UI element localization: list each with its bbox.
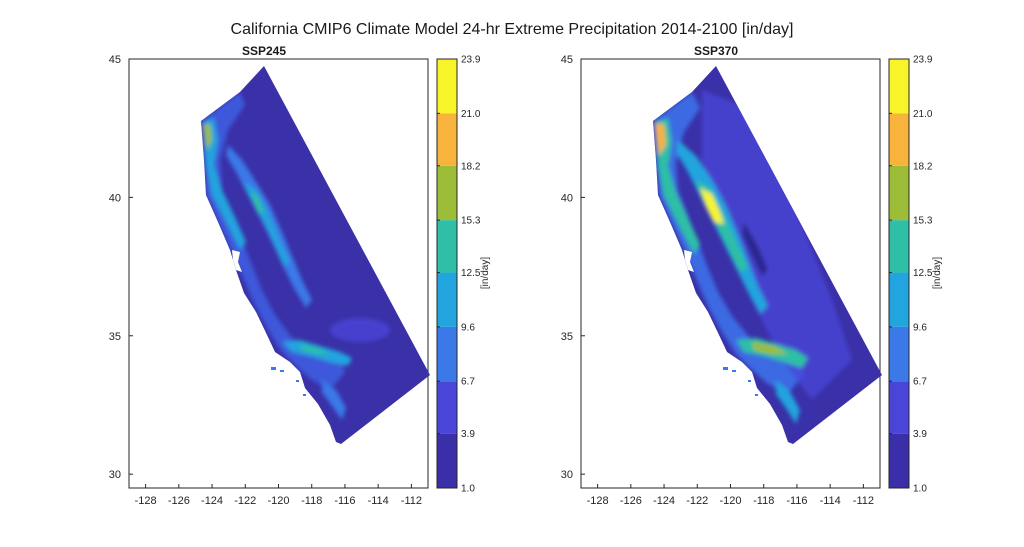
y-axis: 30 35 40 45 bbox=[109, 54, 133, 481]
colorbar-tick-label: 1.0 bbox=[461, 484, 475, 495]
colorbar-segment bbox=[437, 59, 457, 114]
y-tick-label: 30 bbox=[561, 469, 573, 481]
colorbar-segment bbox=[889, 433, 909, 488]
colorbar-segment bbox=[889, 272, 909, 327]
x-tick-label: -122 bbox=[234, 495, 256, 507]
colorbar-segment bbox=[889, 326, 909, 382]
transverse-peak bbox=[300, 344, 330, 354]
colorbar-tick-label: 15.3 bbox=[461, 216, 481, 227]
colorbar-segment bbox=[437, 113, 457, 166]
inland-blue bbox=[702, 90, 852, 400]
x-tick-label: -118 bbox=[301, 495, 322, 507]
colorbar-tick-label: 3.9 bbox=[913, 429, 927, 440]
x-tick-label: -128 bbox=[135, 495, 157, 507]
colorbar-tick-label: 6.7 bbox=[913, 377, 927, 388]
y-tick-label: 35 bbox=[109, 331, 121, 343]
figure-title: California CMIP6 Climate Model 24-hr Ext… bbox=[231, 21, 794, 38]
panel-ssp245: SSP245 -128 -126 -124 -122 -120 -118 -116 -114-… bbox=[109, 44, 491, 507]
colorbar-tick-label: 21.0 bbox=[461, 109, 481, 120]
colorbar-tick-label: 12.5 bbox=[913, 268, 933, 279]
colorbar-segment bbox=[437, 272, 457, 327]
x-tick-label: -118 bbox=[753, 495, 774, 507]
north-coast-peak bbox=[203, 124, 212, 150]
colorbar-tick-label: 18.2 bbox=[461, 161, 481, 172]
panel-ssp370: SSP370 -128 -126 -124 -122 -120 -118 -116 -114-… bbox=[561, 44, 943, 507]
colorbar-tick-label: 12.5 bbox=[461, 268, 481, 279]
colorbar-tick-label: 1.0 bbox=[913, 484, 927, 495]
x-tick-label: -116 bbox=[334, 495, 355, 507]
inland-variation bbox=[330, 318, 390, 342]
colorbar-segment bbox=[437, 165, 457, 221]
colorbar-tick-label: 9.6 bbox=[461, 322, 475, 333]
y-tick-label: 30 bbox=[109, 469, 121, 481]
panel-title: SSP370 bbox=[694, 44, 738, 58]
peninsular-ranges bbox=[322, 380, 346, 420]
x-tick-label: -114 bbox=[820, 495, 841, 507]
y-tick-label: 35 bbox=[561, 331, 573, 343]
y-tick-label: 40 bbox=[109, 192, 121, 204]
bay-inlet bbox=[232, 250, 242, 272]
x-tick-label: -112 bbox=[401, 495, 422, 507]
colorbar: 1.0 3.9 6.7 9.6 12.5 15.3 18.2 21.0 23.9 [in/day… bbox=[436, 55, 491, 495]
colorbar-tick-label: 23.9 bbox=[461, 55, 481, 66]
sierra-peak bbox=[700, 188, 724, 224]
y-tick-label: 40 bbox=[561, 192, 573, 204]
colorbar-segment bbox=[889, 113, 909, 166]
colorbar-segment bbox=[437, 433, 457, 488]
north-coast-peak bbox=[655, 124, 666, 156]
x-tick-label: -126 bbox=[168, 495, 190, 507]
channel-islands bbox=[723, 367, 758, 396]
x-tick-label: -124 bbox=[201, 495, 223, 507]
y-axis: 30 35 40 45 bbox=[561, 54, 585, 481]
colorbar-tick-label: 3.9 bbox=[461, 429, 475, 440]
colorbar-tick-label: 18.2 bbox=[913, 161, 933, 172]
x-tick-label: -112 bbox=[853, 495, 874, 507]
bay-inlet bbox=[684, 250, 694, 272]
colorbar-label: [in/day] bbox=[480, 257, 491, 289]
colorbar-tick-label: 9.6 bbox=[913, 322, 927, 333]
colorbar-frame bbox=[436, 58, 458, 489]
colorbar: 1.0 3.9 6.7 9.6 12.5 15.3 18.2 21.0 23.9 [in/day… bbox=[888, 55, 943, 495]
x-axis: -128 -126 -124 -122 -120 -118 -116 -114 -112 bbox=[135, 484, 422, 507]
colorbar-segment bbox=[437, 381, 457, 434]
x-tick-label: -120 bbox=[267, 495, 289, 507]
colorbar-label: [in/day] bbox=[932, 257, 943, 289]
colorbar-tick-label: 23.9 bbox=[913, 55, 933, 66]
heatmap-field bbox=[653, 66, 882, 444]
x-tick-label: -122 bbox=[686, 495, 708, 507]
colorbar-segment bbox=[437, 220, 457, 273]
channel-islands bbox=[271, 367, 306, 396]
colorbar-segment bbox=[889, 59, 909, 114]
owens-valley-dark bbox=[742, 222, 768, 276]
colorbar-frame bbox=[888, 58, 910, 489]
colorbar-tick-label: 6.7 bbox=[461, 377, 475, 388]
x-tick-label: -126 bbox=[620, 495, 642, 507]
peninsular-ranges bbox=[776, 380, 800, 424]
y-tick-label: 45 bbox=[561, 54, 573, 66]
colorbar-segment bbox=[889, 381, 909, 434]
north-coast-ranges bbox=[203, 118, 246, 250]
x-axis: -128 -126 -124 -122 -120 -118 -116 -114 -112 bbox=[587, 484, 874, 507]
y-tick-label: 45 bbox=[109, 54, 121, 66]
x-tick-label: -116 bbox=[786, 495, 807, 507]
colorbar-tick-label: 15.3 bbox=[913, 216, 933, 227]
panel-title: SSP245 bbox=[242, 44, 286, 58]
colorbar-segment bbox=[437, 326, 457, 382]
sierra-peak bbox=[250, 192, 264, 214]
x-tick-label: -128 bbox=[587, 495, 609, 507]
x-tick-label: -120 bbox=[719, 495, 741, 507]
colorbar-segment bbox=[889, 165, 909, 221]
transverse-peak bbox=[752, 342, 788, 354]
x-tick-label: -114 bbox=[368, 495, 389, 507]
x-tick-label: -124 bbox=[653, 495, 675, 507]
north-coast-ranges bbox=[655, 118, 700, 254]
colorbar-tick-label: 21.0 bbox=[913, 109, 933, 120]
colorbar-segment bbox=[889, 220, 909, 273]
